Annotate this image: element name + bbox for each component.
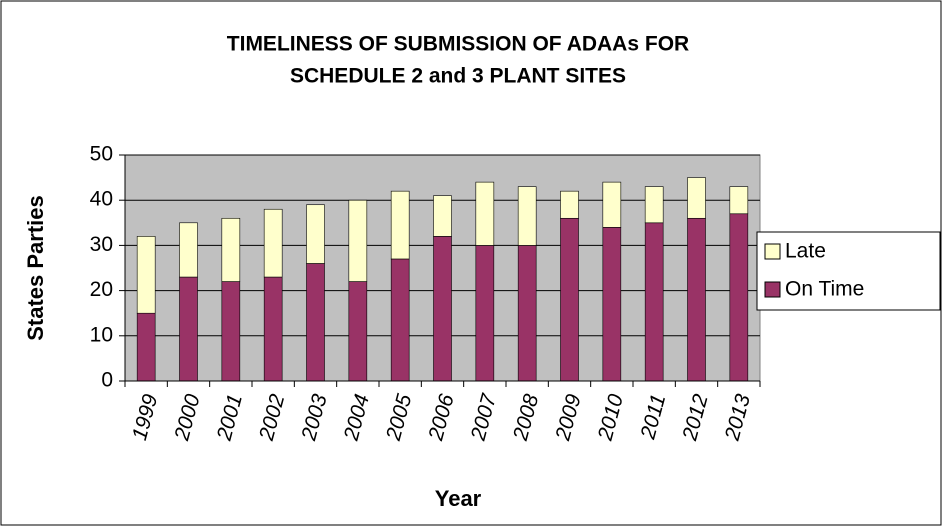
bar-segment [475,181,495,246]
legend-label: On Time [785,278,864,301]
legend-label: Late [785,240,826,263]
bar-segment [729,213,749,382]
y-tick-label: 30 [90,233,113,256]
legend-swatch [764,281,781,298]
bar-segment [263,276,283,382]
bar-segment [306,263,325,382]
bar-segment [306,204,325,264]
bar-segment [729,186,749,215]
bar-segment [560,190,579,219]
y-tick-label: 0 [101,369,113,392]
y-tick-label: 10 [90,323,113,346]
bar-segment [644,186,664,224]
chart-title: TIMELINESS OF SUBMISSION OF ADAAs FOR [227,33,689,56]
bar-segment [136,312,156,382]
bar-segment [348,199,368,282]
bar-segment [179,276,198,382]
bar-segment [687,217,706,382]
bar-segment [560,217,579,382]
bar-segment [517,186,537,246]
y-tick-label: 40 [90,188,113,211]
bar-segment [179,222,198,278]
legend-box [756,231,941,311]
y-tick-label: 50 [90,143,113,166]
bar-segment [390,258,410,382]
bar-segment [644,222,664,382]
bar-segment [687,177,706,219]
bar-segment [263,208,283,278]
bar-segment [433,236,452,382]
bar-segment [221,281,241,382]
bar-segment [390,190,410,260]
chart-title: SCHEDULE 2 and 3 PLANT SITES [290,65,626,88]
y-tick-label: 20 [90,278,113,301]
bar-segment [602,181,622,228]
bar-segment [136,236,156,314]
bar-segment [221,217,241,282]
x-axis-label: Year [435,486,482,511]
bar-segment [475,245,495,382]
bar-segment [517,245,537,382]
bar-segment [433,195,452,237]
legend-swatch [764,243,781,260]
y-axis-label: States Parties [23,195,48,341]
bar-segment [348,281,368,382]
bar-segment [602,227,622,382]
